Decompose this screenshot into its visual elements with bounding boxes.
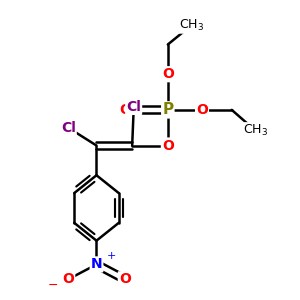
Text: O: O [119, 272, 131, 286]
Text: O: O [162, 67, 174, 81]
Text: +: + [107, 250, 116, 260]
Text: O: O [196, 103, 208, 117]
Text: −: − [48, 279, 59, 292]
Text: O: O [119, 103, 131, 117]
Text: P: P [162, 102, 173, 117]
Text: CH$_3$: CH$_3$ [243, 123, 268, 138]
Text: N: N [91, 257, 102, 272]
Text: CH$_3$: CH$_3$ [179, 18, 204, 33]
Text: O: O [162, 139, 174, 152]
Text: Cl: Cl [61, 121, 76, 135]
Text: O: O [62, 272, 74, 286]
Text: Cl: Cl [126, 100, 141, 114]
